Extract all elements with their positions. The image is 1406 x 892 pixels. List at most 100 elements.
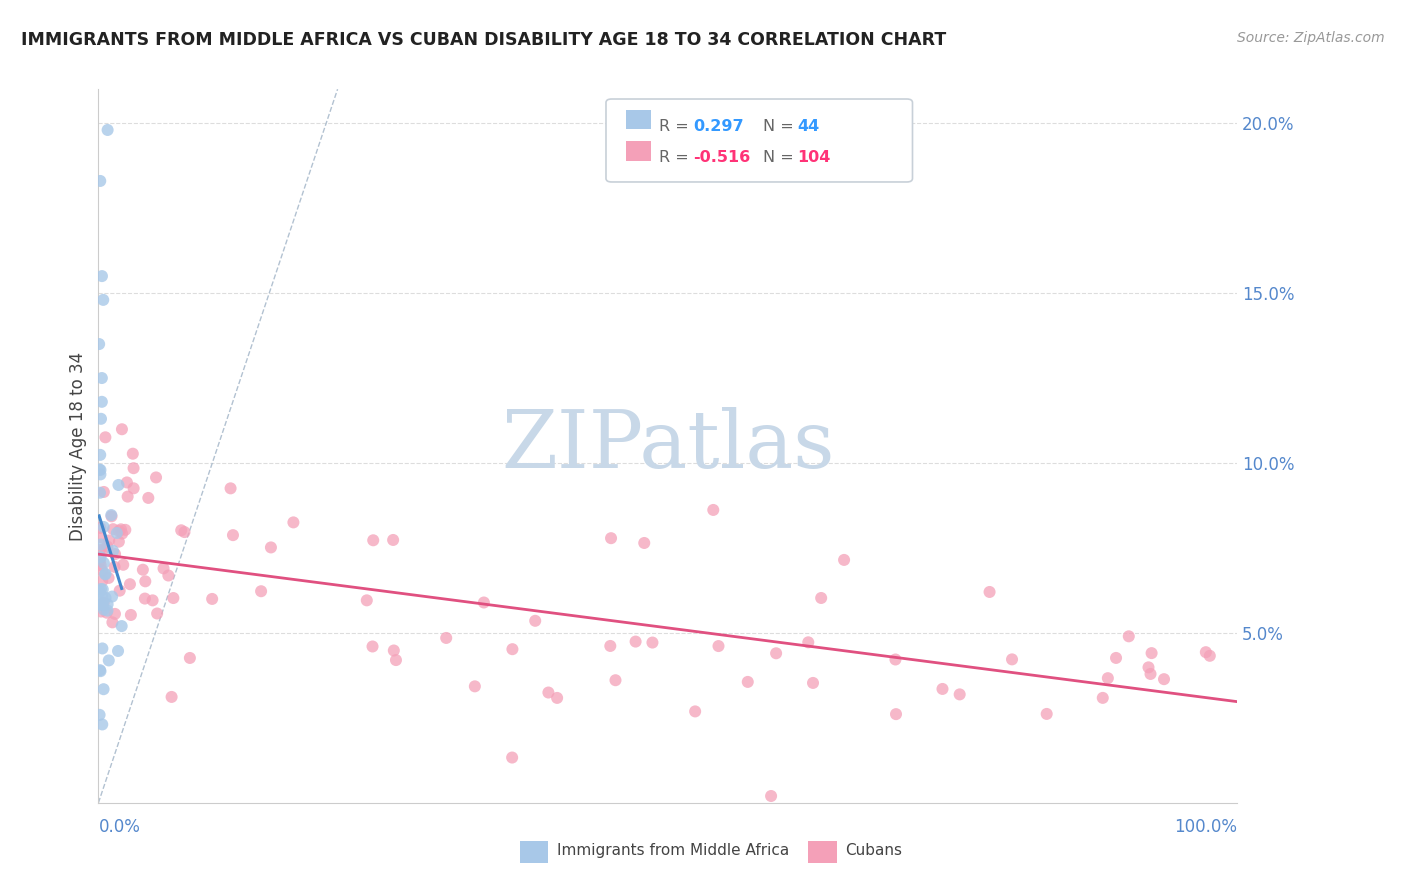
Text: N =: N = <box>763 150 794 165</box>
Point <box>89 462 111 476</box>
Point <box>105 526 128 541</box>
Point <box>464 679 486 693</box>
Point <box>94 566 117 581</box>
Point <box>599 639 621 653</box>
Text: Immigrants from Middle Africa: Immigrants from Middle Africa <box>557 844 789 858</box>
Point <box>91 582 114 597</box>
Point <box>1140 646 1163 660</box>
Point <box>633 536 655 550</box>
Point <box>107 644 129 658</box>
Point <box>107 478 129 492</box>
Point <box>160 690 183 704</box>
Point <box>93 602 115 616</box>
Point <box>173 524 195 539</box>
Point <box>111 619 134 633</box>
Point <box>624 634 647 648</box>
Point <box>434 631 457 645</box>
Point <box>219 481 242 495</box>
Point <box>546 690 568 705</box>
Point <box>91 717 114 731</box>
Point <box>90 412 112 426</box>
Point <box>91 564 114 578</box>
Point <box>90 394 112 409</box>
Point <box>108 583 131 598</box>
Point <box>524 614 547 628</box>
Point <box>89 467 111 482</box>
Point <box>162 591 184 605</box>
Point <box>104 607 127 621</box>
Point <box>93 556 115 570</box>
Point <box>120 607 142 622</box>
Point <box>702 503 724 517</box>
Point <box>94 541 117 556</box>
Point <box>90 537 112 551</box>
Point <box>121 447 143 461</box>
Point <box>100 508 122 522</box>
Point <box>93 520 115 534</box>
Text: 100.0%: 100.0% <box>1174 819 1237 837</box>
Point <box>260 541 283 555</box>
Point <box>114 523 136 537</box>
Text: N =: N = <box>763 119 794 134</box>
Point <box>1035 706 1057 721</box>
Point <box>93 485 115 500</box>
Point <box>115 475 138 490</box>
Point <box>1097 671 1119 685</box>
Point <box>145 470 167 484</box>
Point <box>832 553 855 567</box>
Point <box>157 568 180 582</box>
Point <box>146 607 169 621</box>
Point <box>90 530 112 544</box>
Point <box>810 591 832 605</box>
Text: R =: R = <box>659 150 689 165</box>
Point <box>89 448 111 462</box>
Point <box>108 534 131 549</box>
Point <box>1001 652 1024 666</box>
Point <box>134 591 156 606</box>
Point <box>600 531 623 545</box>
Point <box>101 615 124 630</box>
Text: Source: ZipAtlas.com: Source: ZipAtlas.com <box>1237 31 1385 45</box>
Point <box>361 640 384 654</box>
Text: 44: 44 <box>797 119 820 134</box>
Point <box>89 337 111 351</box>
Point <box>283 516 305 530</box>
Point <box>89 584 111 599</box>
Point <box>89 664 111 678</box>
Point <box>222 528 245 542</box>
Point <box>118 577 141 591</box>
Point <box>250 584 273 599</box>
Point <box>136 491 159 505</box>
Point <box>737 674 759 689</box>
Point <box>90 605 112 619</box>
Point <box>1153 672 1175 686</box>
Point <box>179 651 201 665</box>
Point <box>605 673 627 688</box>
Point <box>91 641 114 656</box>
Point <box>91 574 114 588</box>
Text: R =: R = <box>659 119 689 134</box>
Point <box>132 563 155 577</box>
Point <box>201 591 224 606</box>
Point <box>472 595 495 609</box>
Point <box>707 639 730 653</box>
Y-axis label: Disability Age 18 to 34: Disability Age 18 to 34 <box>69 351 87 541</box>
Point <box>89 463 111 477</box>
Text: 0.0%: 0.0% <box>98 819 141 837</box>
Point <box>94 430 117 444</box>
Point <box>142 593 165 607</box>
Text: IMMIGRANTS FROM MIDDLE AFRICA VS CUBAN DISABILITY AGE 18 TO 34 CORRELATION CHART: IMMIGRANTS FROM MIDDLE AFRICA VS CUBAN D… <box>21 31 946 49</box>
Point <box>89 707 111 722</box>
Point <box>122 461 145 475</box>
Point <box>90 558 112 573</box>
Point <box>89 174 111 188</box>
Point <box>101 522 124 536</box>
Point <box>89 543 111 558</box>
Point <box>1118 629 1140 643</box>
Point <box>90 550 112 565</box>
Point <box>97 597 120 611</box>
Point <box>96 604 118 618</box>
Point <box>93 682 115 697</box>
Point <box>90 598 112 612</box>
Point <box>90 582 112 596</box>
